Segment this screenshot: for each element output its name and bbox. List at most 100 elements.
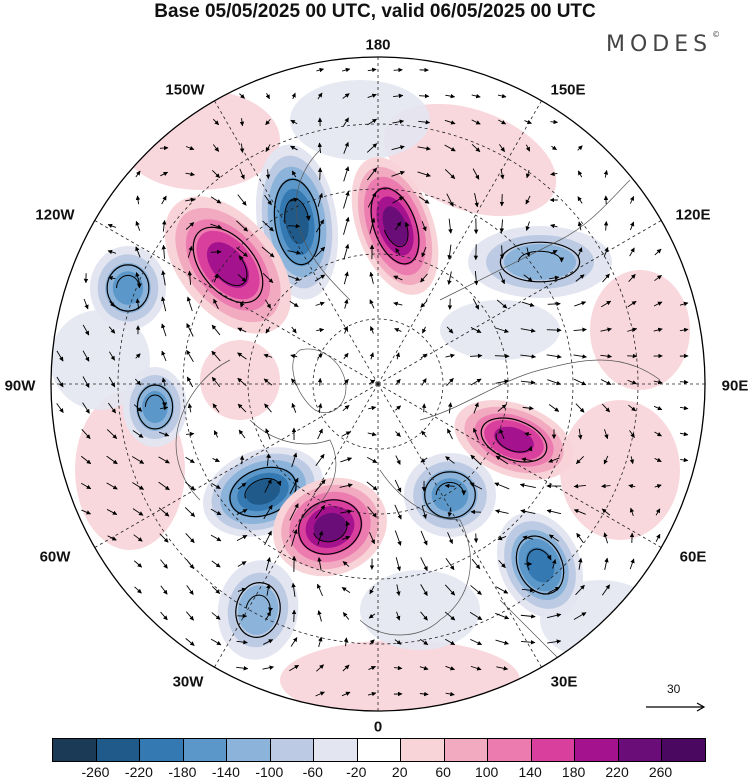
wind-vector bbox=[108, 275, 116, 281]
wind-vector bbox=[161, 377, 167, 387]
wind-vector bbox=[80, 455, 92, 465]
wind-vector bbox=[472, 298, 480, 310]
lon-label-150e: 150E bbox=[550, 81, 586, 99]
wind-vector bbox=[211, 324, 221, 336]
wind-vector bbox=[601, 508, 611, 516]
wind-vector bbox=[420, 457, 428, 463]
wind-vector bbox=[499, 245, 505, 260]
wind-vector bbox=[133, 404, 143, 412]
wind-vector bbox=[445, 665, 455, 671]
wind-vector bbox=[317, 583, 323, 597]
wind-vector bbox=[317, 167, 323, 181]
wind-vector bbox=[394, 665, 403, 671]
wind-vector bbox=[186, 585, 194, 596]
wind-vector bbox=[287, 275, 301, 281]
wind-vector bbox=[499, 428, 505, 440]
wind-vector bbox=[56, 350, 64, 362]
wind-vector bbox=[315, 691, 325, 697]
wind-vector bbox=[577, 196, 583, 204]
wind-vector bbox=[237, 274, 247, 282]
wind-vector bbox=[317, 530, 324, 545]
wind-vector bbox=[679, 327, 689, 333]
wind-vector bbox=[574, 301, 587, 307]
wind-vector bbox=[495, 379, 509, 384]
wind-vector bbox=[654, 484, 662, 489]
wind-vector bbox=[369, 639, 375, 645]
wind-vector bbox=[80, 482, 92, 490]
wind-vector bbox=[341, 691, 351, 697]
colorbar-cell bbox=[356, 739, 401, 761]
wind-vector bbox=[158, 507, 170, 517]
lon-label-120w: 120W bbox=[35, 206, 75, 224]
wind-vector bbox=[236, 220, 248, 232]
wind-vector bbox=[368, 666, 376, 671]
wind-vector bbox=[394, 504, 402, 520]
colorbar-tick-label: -220 bbox=[124, 764, 153, 780]
wind-vector bbox=[522, 405, 534, 411]
wind-vector bbox=[237, 352, 247, 360]
wind-vector bbox=[395, 247, 401, 256]
wind-vector bbox=[343, 216, 350, 235]
wind-vector bbox=[628, 404, 637, 412]
wind-vector bbox=[446, 193, 454, 207]
wind-vector bbox=[210, 196, 222, 204]
wind-vector bbox=[525, 195, 531, 205]
wind-vector bbox=[446, 326, 454, 334]
wind-vector bbox=[394, 639, 402, 645]
wind-vector bbox=[653, 327, 663, 333]
wind-vector bbox=[551, 145, 557, 151]
colorbar-tick-label: 100 bbox=[474, 764, 499, 780]
wind-vector bbox=[210, 223, 223, 229]
wind-vector bbox=[420, 300, 428, 308]
wind-vector bbox=[342, 93, 350, 99]
wind-vector bbox=[497, 404, 507, 412]
wind-vector bbox=[679, 405, 689, 411]
wind-vector bbox=[185, 456, 195, 464]
wind-vector bbox=[577, 428, 583, 440]
wind-vector bbox=[187, 245, 193, 258]
wind-vector bbox=[82, 350, 90, 362]
wind-vector bbox=[289, 197, 299, 203]
wind-vector bbox=[472, 168, 480, 180]
wind-vector bbox=[106, 509, 118, 515]
wind-vector bbox=[159, 533, 169, 543]
wind-vector bbox=[287, 250, 301, 255]
wind-vector bbox=[420, 530, 428, 546]
wind-vector bbox=[210, 249, 222, 255]
wind-vector bbox=[395, 378, 401, 386]
colorbar-cell bbox=[574, 739, 618, 761]
wind-vector bbox=[550, 223, 558, 229]
wind-vector bbox=[522, 535, 534, 540]
wind-vector bbox=[577, 145, 583, 151]
wind-vector bbox=[369, 217, 376, 234]
low-anomaly-center bbox=[217, 560, 299, 660]
wind-vector bbox=[236, 247, 248, 257]
wind-vector bbox=[210, 534, 222, 542]
wind-vector bbox=[236, 639, 248, 645]
wind-vector bbox=[495, 455, 509, 465]
wind-vector bbox=[264, 530, 272, 546]
wind-vector bbox=[496, 666, 509, 671]
wind-vector bbox=[627, 327, 638, 332]
wind-vector bbox=[629, 507, 635, 517]
wind-vector bbox=[314, 479, 326, 493]
wind-vector bbox=[523, 274, 533, 282]
wind-vector bbox=[575, 584, 585, 596]
wind-vector bbox=[160, 171, 169, 177]
wind-vector bbox=[499, 219, 505, 233]
wind-vector bbox=[520, 354, 537, 359]
wind-vector bbox=[655, 533, 661, 543]
colorbar-tick-label: 220 bbox=[605, 764, 629, 780]
wind-vector bbox=[524, 431, 532, 437]
wind-vector bbox=[317, 610, 322, 622]
wind-vector bbox=[495, 612, 510, 620]
wind-vector bbox=[237, 403, 247, 413]
wind-vector bbox=[577, 170, 583, 178]
wind-vector bbox=[519, 483, 536, 488]
wind-vector bbox=[471, 119, 481, 125]
logo-text: MODES bbox=[606, 32, 713, 57]
wind-vector bbox=[447, 428, 453, 440]
wind-vector bbox=[520, 380, 536, 385]
wind-vector bbox=[550, 119, 559, 125]
wind-vector bbox=[394, 221, 402, 231]
